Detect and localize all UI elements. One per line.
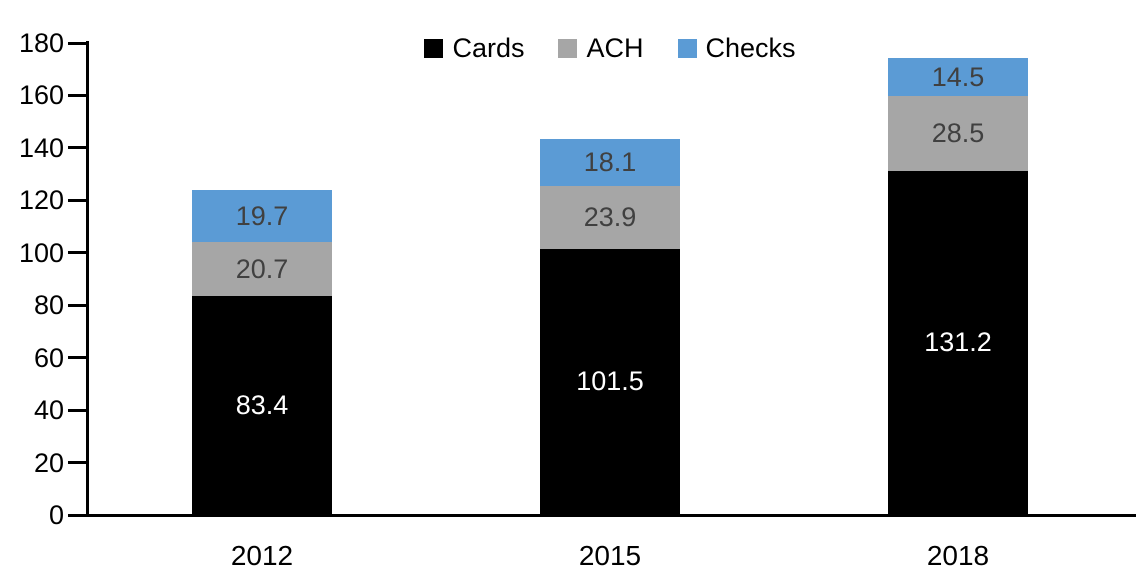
y-tick-mark: [68, 41, 88, 45]
y-tick-mark: [68, 303, 88, 307]
bar-segment-checks-2012: 19.7: [192, 190, 332, 243]
legend-item-ach: ACH: [558, 33, 644, 64]
y-tick-mark: [68, 408, 88, 412]
x-axis-label: 2018: [926, 540, 990, 571]
y-axis-line: [86, 41, 89, 517]
segment-value-label: 20.7: [235, 253, 289, 284]
bar-segment-checks-2015: 18.1: [540, 138, 680, 187]
y-tick-label: 0: [48, 500, 64, 530]
y-tick-mark: [68, 513, 88, 517]
x-axis-label: 2015: [578, 540, 642, 571]
y-tick-mark: [68, 198, 88, 202]
segment-value-label: 19.7: [235, 200, 289, 231]
bar-segment-ach-2018: 28.5: [888, 96, 1028, 171]
bar-segment-cards-2015: 101.5: [540, 248, 680, 515]
y-tick-mark: [68, 251, 88, 255]
y-tick-label: 140: [18, 132, 64, 163]
y-tick-label: 100: [18, 237, 64, 268]
bar-segment-checks-2018: 14.5: [888, 58, 1028, 97]
segment-value-label: 28.5: [931, 118, 985, 149]
legend-item-cards: Cards: [424, 33, 524, 64]
x-axis-label: 2012: [230, 540, 294, 571]
legend-swatch-icon: [558, 39, 578, 58]
segment-value-label: 101.5: [576, 366, 644, 397]
legend-label: ACH: [586, 33, 644, 63]
bar-segment-cards-2018: 131.2: [888, 170, 1028, 515]
x-axis-line: [86, 514, 1136, 517]
legend-swatch-icon: [677, 39, 697, 58]
y-tick-label: 180: [18, 28, 64, 58]
segment-value-label: 23.9: [583, 202, 637, 232]
segment-value-label: 18.1: [583, 146, 637, 177]
bar-segment-cards-2012: 83.4: [192, 296, 332, 515]
bar-segment-ach-2012: 20.7: [192, 242, 332, 297]
y-tick-label: 60: [33, 342, 64, 373]
y-tick-label: 120: [18, 185, 64, 216]
bar-segment-ach-2015: 23.9: [540, 186, 680, 249]
y-tick-label: 160: [18, 80, 64, 111]
legend-label: Checks: [705, 33, 796, 63]
y-tick-mark: [68, 461, 88, 465]
segment-value-label: 83.4: [235, 390, 289, 421]
segment-value-label: 131.2: [924, 327, 992, 358]
chart-legend: Cards ACH Checks: [88, 33, 1132, 64]
y-tick-mark: [68, 146, 88, 150]
y-tick-mark: [68, 93, 88, 97]
y-tick-mark: [68, 356, 88, 360]
legend-item-checks: Checks: [677, 33, 796, 64]
legend-label: Cards: [452, 33, 525, 63]
y-tick-label: 40: [33, 395, 64, 426]
y-tick-label: 80: [33, 290, 64, 321]
legend-swatch-icon: [424, 39, 444, 58]
segment-value-label: 14.5: [931, 61, 985, 92]
y-tick-label: 20: [33, 447, 64, 478]
